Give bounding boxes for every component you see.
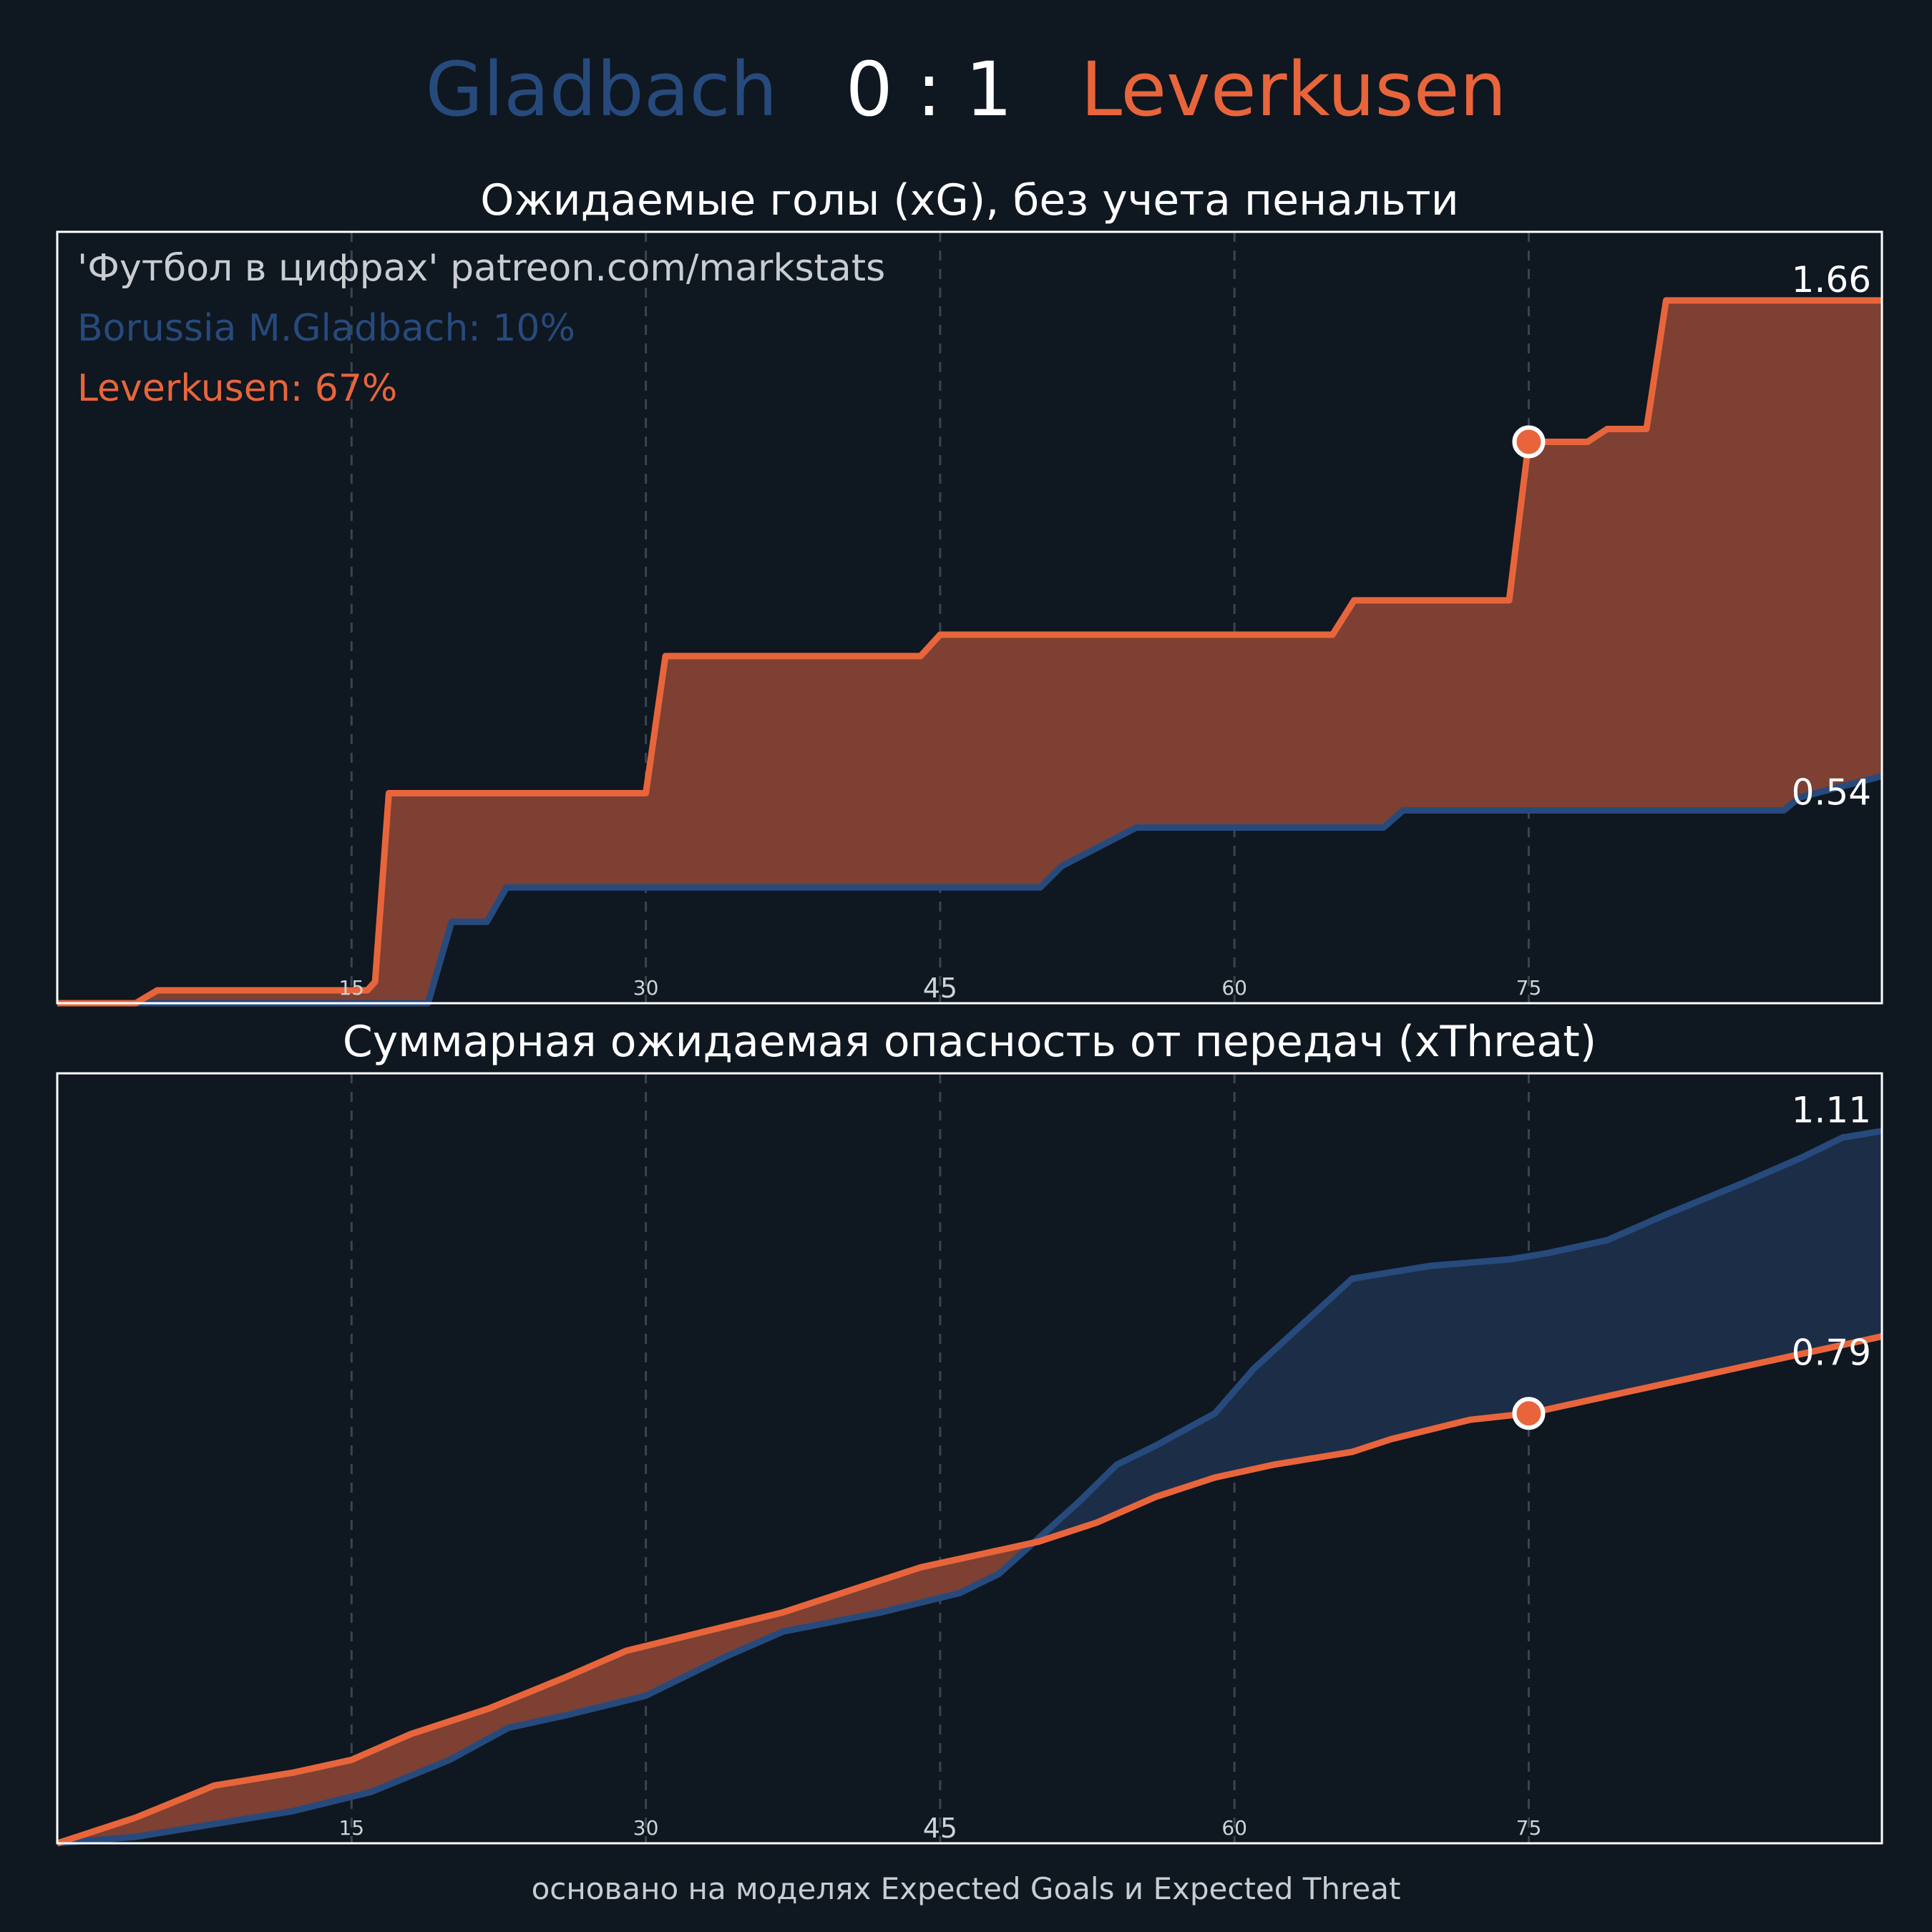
- home-team-name: Gladbach: [425, 46, 778, 133]
- footer-note: основано на моделях Expected Goals и Exp…: [531, 1871, 1401, 1906]
- x-tick-label: 75: [1516, 1816, 1542, 1840]
- away-win-probability: Leverkusen: 67%: [77, 367, 397, 410]
- x-tick-label: 30: [633, 1816, 659, 1840]
- home-series-line: [57, 773, 1883, 1007]
- x-tick-label: 60: [1221, 1816, 1247, 1840]
- x-tick-label: 30: [633, 976, 659, 1000]
- match-header: Gladbach 0 : 1 Leverkusen: [0, 39, 1932, 140]
- x-tick-label: 15: [338, 1816, 364, 1840]
- away-end-value: 0.79: [1792, 1332, 1871, 1374]
- x-tick-label: 45: [923, 972, 957, 1004]
- away-series-line: [57, 297, 1882, 1007]
- x-tick-label: 75: [1516, 976, 1542, 1000]
- away-series-line: [56, 1333, 1883, 1847]
- home-end-value: 0.54: [1792, 772, 1871, 814]
- chart-panel-1: Ожидаемые голы (xG), без учета пенальти 1…: [56, 175, 1883, 1007]
- home-win-probability: Borussia M.Gladbach: 10%: [77, 307, 575, 350]
- home-advantage-area: [1032, 1131, 1882, 1544]
- plot-frame: [56, 230, 1883, 1005]
- match-score: 0 : 1: [845, 46, 1013, 133]
- plot-frame: [56, 1072, 1883, 1845]
- home-series-line: [57, 1128, 1883, 1847]
- away-advantage-area: [57, 300, 1882, 1003]
- x-tick-label: 60: [1221, 976, 1247, 1000]
- credit-note: 'Футбол в цифрах' patreon.com/markstats: [77, 247, 885, 290]
- x-tick-label: 45: [923, 1813, 957, 1844]
- goal-marker: [1512, 425, 1546, 459]
- chart-title: Ожидаемые голы (xG), без учета пенальти: [480, 175, 1458, 225]
- away-end-value: 1.66: [1792, 259, 1871, 301]
- away-advantage-area: [57, 1543, 1033, 1843]
- goal-marker: [1512, 1397, 1546, 1430]
- home-end-value: 1.11: [1792, 1090, 1871, 1131]
- chart-panel-2: Суммарная ожидаемая опасность от передач…: [56, 1017, 1883, 1847]
- x-tick-label: 15: [338, 976, 364, 1000]
- chart-title: Суммарная ожидаемая опасность от передач…: [343, 1017, 1596, 1067]
- away-team-name: Leverkusen: [1080, 46, 1507, 133]
